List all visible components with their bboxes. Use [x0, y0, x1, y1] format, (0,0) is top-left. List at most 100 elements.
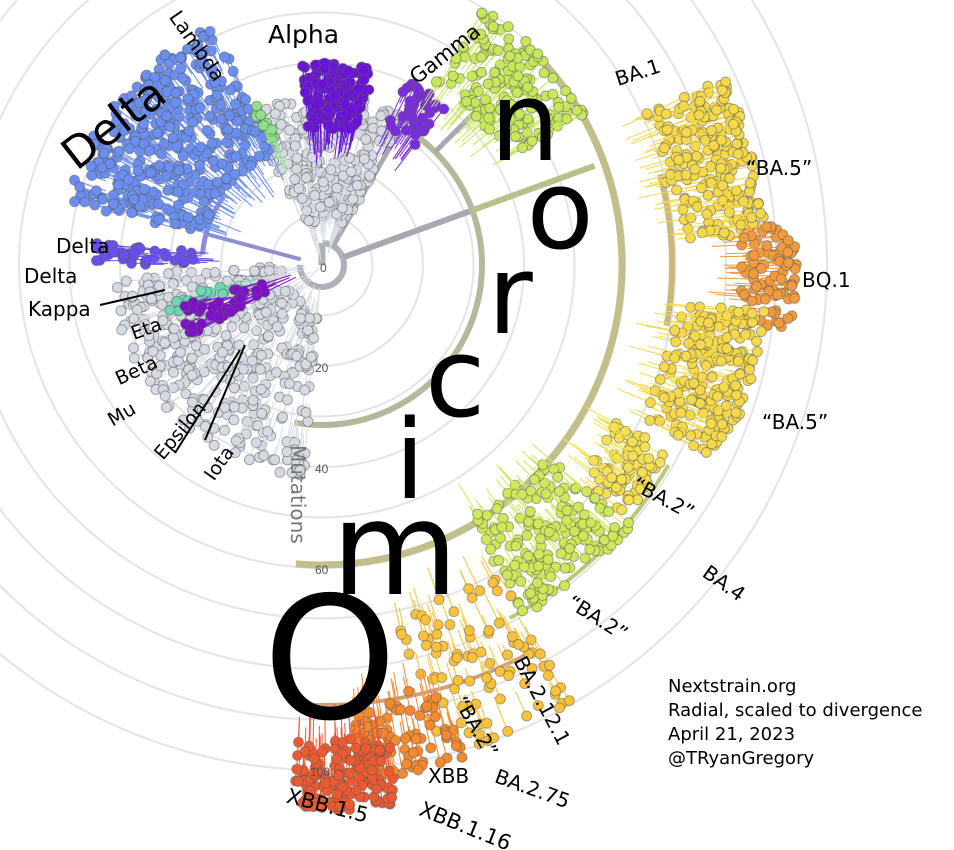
- early-lineage-tip: [279, 285, 291, 297]
- delta-clade-branch: [208, 218, 242, 233]
- ba5-clade-tip-2: [688, 377, 700, 389]
- gamma-alpha-stem-tip: [317, 176, 329, 188]
- early-lineage-tip: [186, 396, 198, 408]
- delta-clade-tip: [107, 198, 119, 210]
- omicron-arc: [295, 61, 626, 569]
- ba5-clade-tip: [715, 162, 727, 174]
- ba2-green-tip: [510, 540, 522, 552]
- delta-clade-tip: [126, 90, 138, 102]
- alpha-clade-branch: [348, 109, 359, 148]
- gamma-alpha-stem-tip: [300, 172, 312, 184]
- alpha-clade-branch: [314, 127, 318, 166]
- delta-clade-tip: [198, 196, 210, 208]
- ba5-clade-tip: [723, 206, 735, 218]
- ba275-clade-tip: [503, 670, 515, 682]
- ba1-clade-tip: [476, 7, 488, 19]
- alpha-clade-tip: [358, 64, 370, 76]
- ba2-green-tip: [559, 562, 571, 574]
- alpha-clade-tip: [307, 112, 319, 124]
- delta-clade-tip: [100, 205, 112, 217]
- early-lineage-branch: [296, 323, 307, 357]
- beta-clade-branch: [192, 316, 223, 333]
- early-lineage-tip: [302, 324, 314, 336]
- delta-clade-tip: [124, 143, 136, 155]
- ba1-clade-tip: [571, 104, 583, 116]
- bq1-clade-tip: [772, 289, 784, 301]
- alpha-clade-tip: [329, 90, 341, 102]
- delta-clade-branch: [203, 35, 223, 71]
- ba2-green-tip: [559, 580, 571, 592]
- ba275-clade-tip: [502, 725, 514, 737]
- divergence-ring: [0, 0, 677, 620]
- early-lineage-tip: [175, 346, 187, 358]
- delta-clade-branch: [247, 108, 265, 144]
- ba5-clade-tip: [693, 109, 705, 121]
- ba2-green-tip: [493, 554, 505, 566]
- ba2-green-tip: [481, 509, 493, 521]
- delta-clade-tip: [153, 159, 165, 171]
- delta-clade-tip: [158, 138, 170, 150]
- delta-clade-branch: [151, 90, 180, 120]
- delta-clade-tip: [141, 94, 153, 106]
- ba5-clade-tip: [705, 125, 717, 137]
- early-lineage-tip: [276, 297, 288, 309]
- ba275-clade-tip: [483, 624, 495, 636]
- ba275-clade-tip: [451, 652, 463, 664]
- early-lineage-branch: [234, 298, 268, 320]
- delta-clade-tip: [97, 193, 109, 205]
- early-lineage-branch: [233, 374, 255, 408]
- early-lineage-tip: [115, 305, 127, 317]
- early-lineage-tip: [167, 382, 179, 394]
- ba275-clade-tip: [563, 695, 575, 707]
- delta-clade-tip: [253, 150, 265, 162]
- delta-clade-tip: [129, 109, 141, 121]
- bq1-clade-branch: [716, 277, 754, 280]
- delta-clade-tip: [113, 145, 125, 157]
- delta-purple-tip: [118, 249, 130, 261]
- early-lineage-branch: [234, 418, 252, 453]
- lambda-clade-tip: [255, 109, 267, 121]
- early-lineage-tip: [308, 332, 320, 344]
- ba275-clade-tip: [474, 585, 486, 597]
- ba2-green-tip: [524, 506, 536, 518]
- bq1-clade-tip: [736, 261, 748, 273]
- delta-clade-tip: [173, 164, 185, 176]
- early-lineage-branch: [245, 273, 285, 285]
- gamma-alpha-stem-branch: [311, 140, 316, 180]
- delta-clade-tip: [183, 125, 195, 137]
- early-lineage-tip: [305, 351, 317, 363]
- early-lineage-tip: [209, 266, 221, 278]
- bq1-clade-tip: [782, 246, 794, 258]
- early-lineage-tip: [208, 439, 220, 451]
- early-lineage-tip: [294, 464, 306, 476]
- ba5-clade-tip: [717, 179, 729, 191]
- gamma-alpha-stem-tip: [364, 170, 376, 182]
- delta-purple-tip: [90, 255, 102, 267]
- early-lineage-tip: [263, 330, 275, 342]
- delta-purple-branch: [96, 246, 135, 251]
- ba5-clade-tip-2: [746, 307, 758, 319]
- delta-clade-tip: [211, 176, 223, 188]
- ba275-clade-tip: [431, 628, 443, 640]
- ba5-clade-tip: [735, 219, 747, 231]
- early-lineage-tip: [254, 363, 266, 375]
- gamma-alpha-stem-branch: [314, 221, 321, 256]
- ba5-clade-tip: [691, 150, 703, 162]
- ba5-clade-tip-2: [700, 360, 712, 372]
- alpha-clade-tip: [342, 65, 354, 77]
- ba5-clade-tip-2: [716, 431, 728, 443]
- ba5-clade-tip: [754, 207, 766, 219]
- ba275-clade-tip: [403, 648, 415, 660]
- ba5-clade-tip: [705, 177, 717, 189]
- early-lineage-tip: [143, 330, 155, 342]
- delta-clade-tip: [159, 74, 171, 86]
- gamma-alpha-stem-tip: [351, 179, 363, 191]
- early-lineage-branch: [285, 321, 300, 354]
- ba275-clade-tip: [494, 693, 506, 705]
- early-lineage-branch: [159, 280, 194, 287]
- eta-clade-branch: [219, 278, 260, 288]
- ba1-clade-tip: [561, 113, 573, 125]
- delta-purple-tip: [108, 246, 120, 258]
- ba2-green-tip: [578, 509, 590, 521]
